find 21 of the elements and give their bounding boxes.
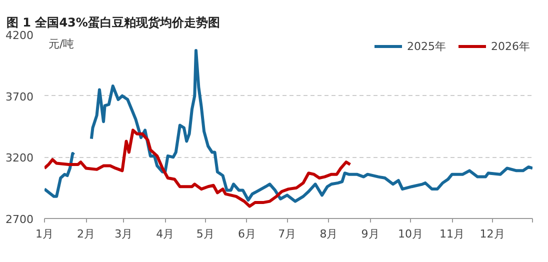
x-tick-label: 8月 bbox=[320, 228, 338, 240]
y-tick-label: 3200 bbox=[6, 152, 34, 165]
x-tick-label: 4月 bbox=[156, 228, 174, 240]
x-tick-label: 2月 bbox=[77, 228, 96, 240]
x-tick-label: 1月 bbox=[36, 228, 54, 240]
x-tick-label: 3月 bbox=[114, 228, 133, 240]
x-tick-label: 6月 bbox=[238, 228, 256, 240]
line-series bbox=[44, 128, 352, 208]
x-tick-label: 10月 bbox=[398, 228, 423, 240]
y-tick-label: 2700 bbox=[6, 213, 34, 226]
legend-label: 2026年 bbox=[491, 38, 530, 54]
chart-title: 图 1 全国43%蛋白豆粕现货均价走势图 bbox=[6, 16, 220, 30]
x-tick-label: 5月 bbox=[196, 228, 214, 240]
y-tick-label: 4200 bbox=[6, 29, 34, 42]
x-tick-label: 12月 bbox=[480, 228, 505, 240]
y-axis-title: 元/吨 bbox=[48, 38, 74, 50]
y-tick-label: 3700 bbox=[6, 90, 34, 104]
x-tick-label: 11月 bbox=[440, 228, 465, 240]
x-tick-label: 7月 bbox=[278, 228, 296, 240]
x-tick-label: 9月 bbox=[361, 228, 380, 240]
legend-label: 2025年 bbox=[407, 38, 446, 54]
